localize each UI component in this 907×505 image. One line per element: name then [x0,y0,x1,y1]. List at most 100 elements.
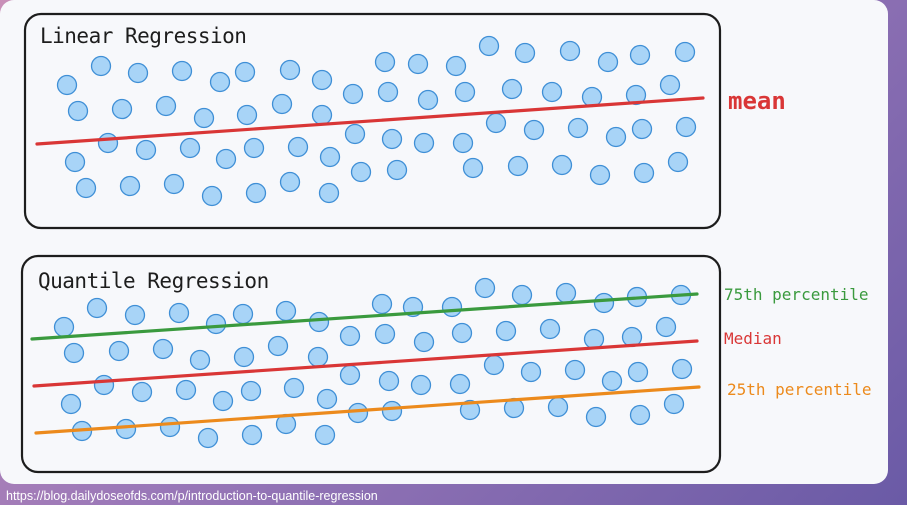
linear-data-point [236,104,258,126]
linear-data-point [56,74,78,96]
quantile-data-point [627,361,649,383]
linear-data-point [97,132,119,154]
quantile-data-point [115,418,137,440]
quantile-data-point [60,393,82,415]
quantile-data-point [240,380,262,402]
source-url: https://blog.dailydoseofds.com/p/introdu… [6,489,378,503]
linear-data-point [287,136,309,158]
quantile-data-point [283,377,305,399]
linear-data-point [119,175,141,197]
quantile-data-point [410,374,432,396]
linear-data-point [633,162,655,184]
linear-data-point [279,171,301,193]
linear-data-point [507,155,529,177]
quantile-data-point [555,282,577,304]
quantile-data-point [451,322,473,344]
quantile-regression-panel [20,254,722,474]
quantile-data-point [583,328,605,350]
linear-data-point [377,81,399,103]
linear-data-point [318,182,340,204]
quantile-data-point [339,325,361,347]
linear-data-point [629,44,651,66]
linear-regression-title: Linear Regression [40,24,246,48]
linear-data-point [90,55,112,77]
mean-label: mean [728,87,786,115]
quantile-data-point [585,406,607,428]
linear-data-point [67,100,89,122]
linear-data-point [311,69,333,91]
linear-data-point [541,81,563,103]
quantile-data-point [441,296,463,318]
linear-data-point [675,116,697,138]
linear-data-point [454,81,476,103]
quantile-data-point [197,427,219,449]
quantile-data-point [663,393,685,415]
quantile-data-point [63,342,85,364]
linear-data-point [514,42,536,64]
linear-data-point [674,41,696,63]
linear-regression-panel [23,12,722,230]
quantile-data-point [308,311,330,333]
linear-data-point [381,128,403,150]
linear-data-point [201,185,223,207]
quantile-data-point [241,424,263,446]
median-line [32,339,699,388]
quantile-data-point [232,303,254,325]
linear-data-point [478,35,500,57]
quantile-data-point [511,284,533,306]
quantile-data-point [474,277,496,299]
quantile-data-point [124,304,146,326]
linear-data-point [209,71,231,93]
linear-data-point [374,51,396,73]
quantile-data-point [212,390,234,412]
linear-data-point [485,112,507,134]
quantile-data-point [189,349,211,371]
linear-data-point [625,84,647,106]
linear-data-point [462,157,484,179]
quantile-data-point [175,379,197,401]
quantile-data-point [347,402,369,424]
linear-data-point [279,59,301,81]
linear-data-point [245,182,267,204]
quantile-data-point [108,340,130,362]
quantile-data-point [339,364,361,386]
linear-data-point [659,74,681,96]
linear-data-point [386,159,408,181]
quantile-data-point [53,316,75,338]
quantile-points-group [53,277,693,449]
linear-data-point [597,51,619,73]
quantile-data-point [152,338,174,360]
linear-data-point [452,132,474,154]
linear-data-point [413,132,435,154]
linear-data-point [271,93,293,115]
quantile-data-point [459,399,481,421]
quantile-data-point [371,293,393,315]
percentile-25-line [34,385,701,435]
quantile-data-point [593,292,615,314]
quantile-data-point [131,381,153,403]
linear-data-point [111,98,133,120]
quantile-data-point [316,388,338,410]
linear-data-point [127,62,149,84]
percentile-75-line [30,292,699,341]
linear-data-point [75,177,97,199]
quantile-data-point [168,302,190,324]
quantile-data-point [564,359,586,381]
quantile-data-point [539,318,561,340]
quantile-data-point [547,396,569,418]
quantile-data-point [671,358,693,380]
linear-data-point [163,173,185,195]
quantile-data-point [314,424,336,446]
quantile-data-point [267,335,289,357]
linear-data-point [215,148,237,170]
quantile-data-point [86,297,108,319]
quantile-data-point [378,370,400,392]
linear-data-point [567,117,589,139]
linear-data-point [234,61,256,83]
quantile-data-point [233,346,255,368]
quantile-data-point [520,361,542,383]
linear-data-point [445,55,467,77]
linear-data-point [417,89,439,111]
mean-line [35,96,705,146]
